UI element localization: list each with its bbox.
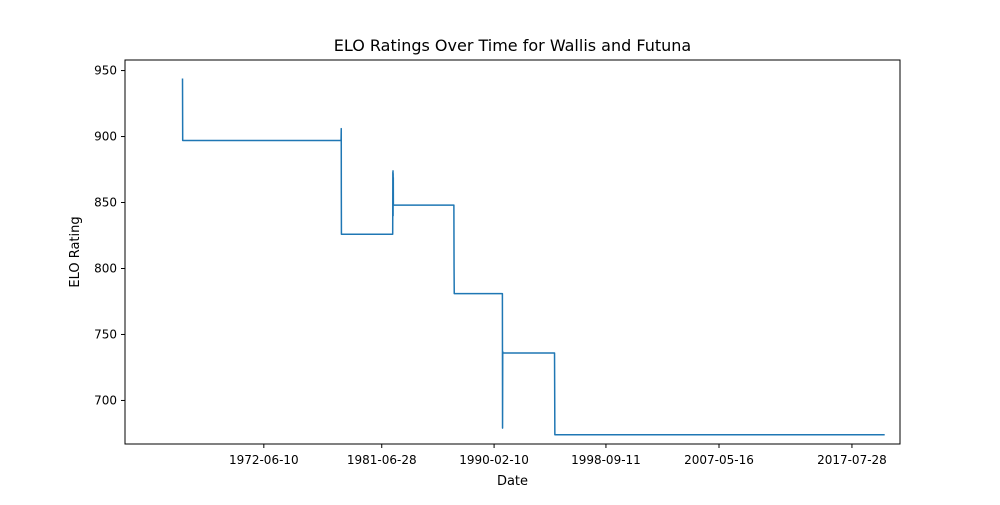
y-axis: 700 750 800 850 900 950 [94,64,125,407]
x-tick-label: 1998-09-11 [571,453,641,467]
series-line [181,78,885,436]
y-tick-label: 700 [94,393,117,407]
x-tick-label: 1990-02-10 [459,453,529,467]
y-tick-label: 950 [94,64,117,78]
y-tick-label: 750 [94,327,117,341]
x-tick-label: 2007-05-16 [684,453,754,467]
x-tick-label: 1972-06-10 [229,453,299,467]
plot-marks [181,78,885,436]
y-tick-label: 800 [94,261,117,275]
axes-frame [124,59,901,445]
chart-title: ELO Ratings Over Time for Wallis and Fut… [334,36,691,55]
x-tick-label: 1981-06-28 [347,453,417,467]
x-axis-label: Date [497,474,528,489]
y-axis-label: ELO Rating [68,216,83,287]
y-tick-label: 850 [94,196,117,210]
x-tick-label: 2017-07-28 [817,453,887,467]
x-axis: 1972-06-10 1981-06-28 1990-02-10 1998-09-11… [229,444,887,467]
y-tick-label: 900 [94,130,117,144]
